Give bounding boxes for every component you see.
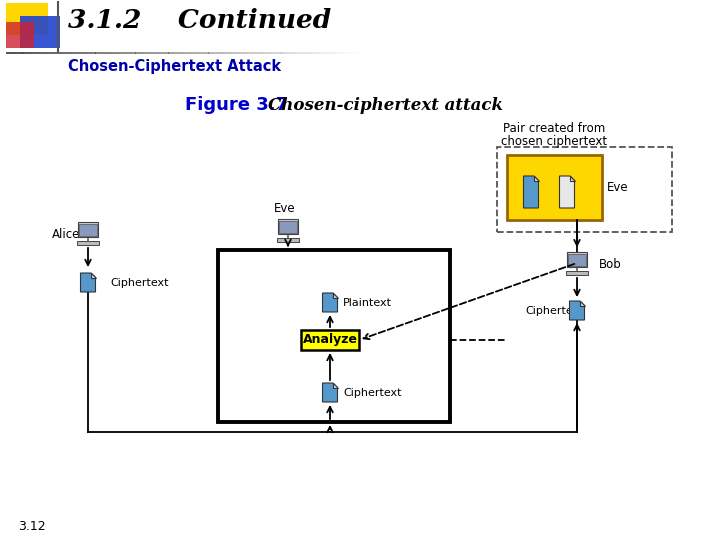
Text: Plaintext: Plaintext — [343, 298, 392, 308]
Text: Figure 3.7: Figure 3.7 — [185, 96, 288, 114]
Text: Eve: Eve — [274, 202, 296, 215]
Bar — [218, 250, 450, 422]
Text: Pair created from: Pair created from — [503, 123, 606, 136]
Text: Alice: Alice — [52, 228, 80, 241]
Bar — [566, 271, 588, 275]
Polygon shape — [534, 176, 539, 180]
Text: Bob: Bob — [599, 259, 622, 272]
Polygon shape — [333, 383, 338, 388]
Polygon shape — [81, 273, 96, 292]
Bar — [276, 238, 300, 242]
Polygon shape — [333, 293, 338, 298]
Text: 3.12: 3.12 — [18, 519, 45, 532]
Bar — [301, 330, 359, 350]
Bar — [567, 252, 588, 267]
Bar — [277, 219, 299, 234]
Bar — [78, 222, 99, 238]
Bar — [507, 155, 602, 220]
Text: Ciphertext: Ciphertext — [525, 306, 583, 316]
Text: Analyze: Analyze — [302, 334, 358, 347]
Bar — [569, 254, 585, 266]
Polygon shape — [570, 301, 585, 320]
Polygon shape — [523, 176, 539, 208]
Polygon shape — [323, 383, 338, 402]
Text: Chosen-ciphertext attack: Chosen-ciphertext attack — [268, 97, 503, 113]
Polygon shape — [323, 293, 338, 312]
Polygon shape — [559, 176, 575, 208]
Bar — [79, 224, 96, 235]
Bar — [279, 221, 297, 233]
Polygon shape — [91, 273, 96, 278]
Bar — [497, 147, 672, 232]
Polygon shape — [580, 301, 585, 306]
Text: 3.1.2    Continued: 3.1.2 Continued — [68, 8, 331, 32]
Text: chosen ciphertext: chosen ciphertext — [501, 136, 608, 148]
Polygon shape — [570, 176, 575, 180]
Bar — [76, 241, 99, 245]
Bar — [20, 16, 60, 48]
Text: Eve: Eve — [607, 181, 629, 194]
Text: Ciphertext: Ciphertext — [343, 388, 402, 398]
Text: Ciphertext: Ciphertext — [110, 278, 168, 288]
Text: Chosen-Ciphertext Attack: Chosen-Ciphertext Attack — [68, 58, 281, 73]
Bar — [6, 3, 48, 35]
Bar — [6, 22, 34, 48]
